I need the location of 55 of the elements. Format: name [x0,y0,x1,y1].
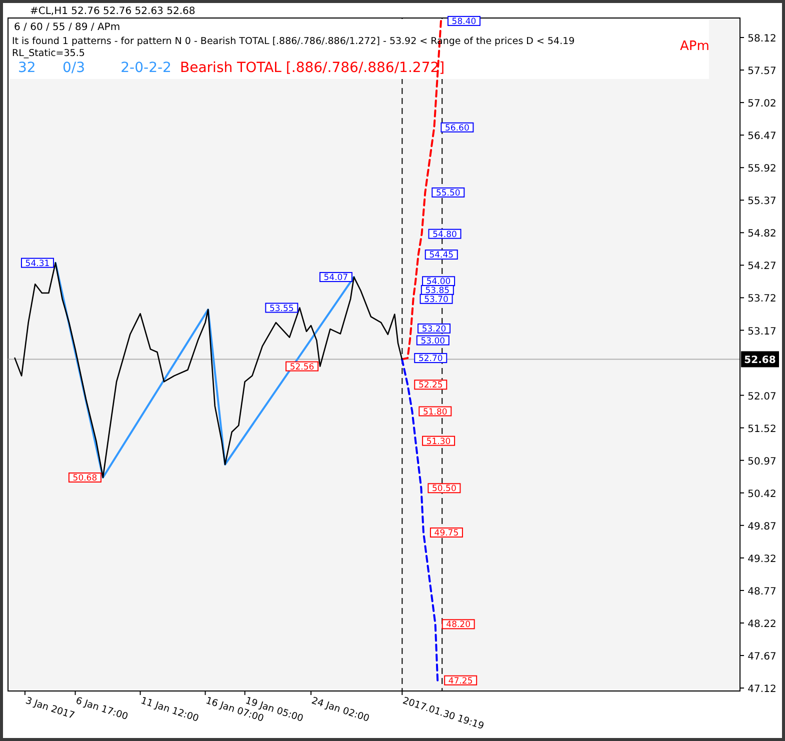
annotation: APm [680,39,710,54]
y-tick-label: 58.12 [748,34,776,45]
y-tick-label: 48.22 [748,618,776,630]
annotation: Bearish TOTAL [.886/.786/.886/1.272] [180,60,445,76]
annotation: 51.30 [426,436,451,447]
annotation: 54.80 [432,230,457,240]
annotation: 47.25 [448,676,473,686]
y-tick-label: 53.17 [748,326,776,338]
annotation: 54.07 [324,273,348,284]
x-tick-label: 24 Jan 02:00 [310,695,371,724]
annotation: 54.31 [25,258,50,269]
annotation: 49.75 [434,528,459,539]
y-tick-label: 50.97 [748,456,776,468]
ref-line-label: 52.68 [744,355,776,366]
y-tick-label: 55.92 [748,164,776,175]
y-tick-label: 50.42 [748,488,776,500]
annotation: 52.56 [290,362,314,372]
y-tick-label: 47.67 [748,652,776,663]
annotation: 54.45 [429,250,454,261]
y-tick-label: 52.07 [748,391,776,402]
annotation: 53.70 [424,294,448,305]
y-tick-label: 55.37 [748,196,776,208]
chart-title: #CL,H1 52.76 52.76 52.63 52.68 [30,6,196,17]
y-tick-label: 54.27 [748,261,776,272]
y-tick-label: 53.72 [748,294,776,305]
annotation: 53.00 [420,336,446,346]
x-tick-label: 11 Jan 12:00 [139,695,200,724]
y-tick-label: 57.57 [748,66,776,78]
y-tick-label: 48.77 [748,586,776,598]
annotation: 58.40 [452,16,476,27]
annotation: 50.68 [72,474,98,484]
x-tick-label: 3 Jan 2017 [24,695,76,722]
y-tick-label: 47.12 [748,684,776,696]
annotation: 52.70 [418,354,443,364]
y-tick-label: 49.32 [748,554,776,565]
y-tick-label: 51.52 [748,424,776,435]
annotation: 54.00 [426,277,451,288]
annotation: 53.55 [270,304,294,314]
x-tick-label: 6 Jan 17:00 [74,695,130,723]
annotation: 32 0/3 2-0-2-2 [18,60,172,76]
annotation: 52.25 [418,380,443,391]
annotation: 51.80 [422,407,448,418]
annotation: 55.50 [436,188,460,198]
annotation: 50.50 [432,484,456,494]
y-tick-label: 56.47 [748,131,776,142]
annotation: 53.85 [425,286,450,296]
line-series [54,262,355,479]
annotation: 56.60 [445,123,470,134]
y-tick-label: 57.02 [748,98,776,110]
annotation: RL_Static=35.5 [12,48,85,59]
y-tick-label: 49.87 [748,521,776,532]
chart-subtitle: 6 / 60 / 55 / 89 / APm [14,22,120,33]
y-tick-label: 54.82 [748,228,776,240]
annotation: 53.20 [422,324,446,334]
annotation: 48.20 [446,620,470,630]
